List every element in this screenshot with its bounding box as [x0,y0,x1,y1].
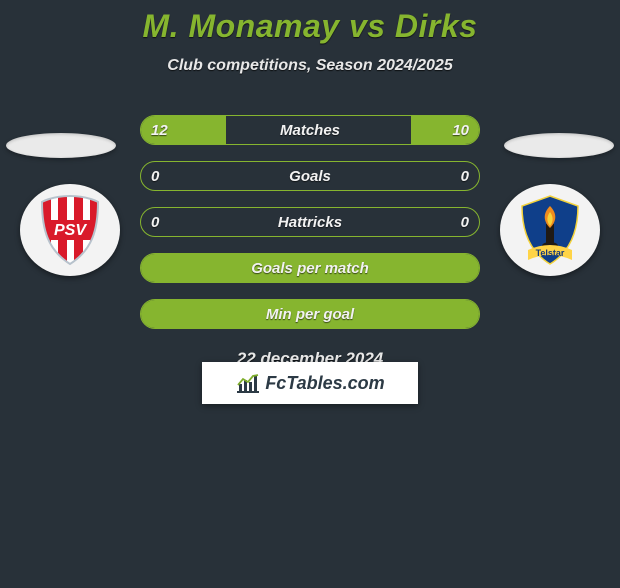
bar-label: Min per goal [266,306,354,323]
club-badge-left: PSV [20,184,120,276]
bar-label: Matches [280,122,340,139]
bar-goals: 0 Goals 0 [140,161,480,191]
svg-text:Telstar: Telstar [536,248,565,258]
stats-bars: 12 Matches 10 0 Goals 0 0 Hattricks 0 Go… [140,115,480,329]
bar-right-value: 0 [461,214,469,231]
bar-label: Hattricks [278,214,342,231]
bar-goals-per-match: Goals per match [140,253,480,283]
bar-min-per-goal: Min per goal [140,299,480,329]
bar-right-value: 0 [461,168,469,185]
bar-chart-icon [235,372,261,394]
fctables-logo[interactable]: FcTables.com [202,362,418,404]
psv-badge-icon: PSV [30,190,110,270]
player-photo-left [6,133,116,158]
bar-left-value: 0 [151,214,159,231]
bar-right-value: 10 [452,122,469,139]
bar-left-value: 0 [151,168,159,185]
fctables-label: FcTables.com [265,373,384,394]
club-badge-right: Telstar [500,184,600,276]
bar-hattricks: 0 Hattricks 0 [140,207,480,237]
bar-left-value: 12 [151,122,168,139]
svg-text:PSV: PSV [54,222,87,239]
subtitle: Club competitions, Season 2024/2025 [0,57,620,75]
player-photo-right [504,133,614,158]
telstar-badge-icon: Telstar [510,190,590,270]
page-title: M. Monamay vs Dirks [0,8,620,45]
bar-label: Goals [289,168,331,185]
bar-label: Goals per match [251,260,369,277]
bar-matches: 12 Matches 10 [140,115,480,145]
